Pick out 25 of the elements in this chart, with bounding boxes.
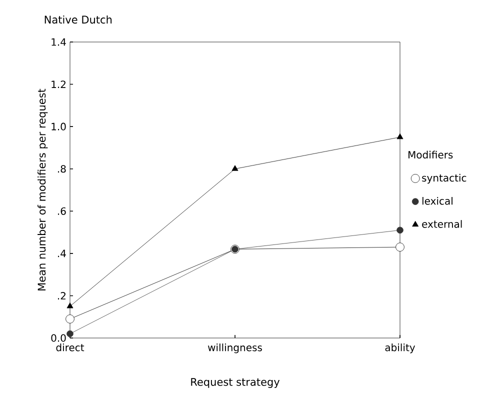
point <box>396 133 404 140</box>
legend-title: Modifiers <box>408 150 453 159</box>
legend-label: syntactic <box>422 174 466 184</box>
y-tick-label: .4 <box>58 250 66 258</box>
point <box>66 330 74 338</box>
x-tick-label: direct <box>56 344 84 352</box>
y-tick-label: .8 <box>58 165 66 173</box>
y-tick-label: .6 <box>58 207 66 215</box>
point <box>396 226 404 234</box>
y-tick-label: .2 <box>58 292 66 300</box>
x-tick-label: ability <box>385 344 416 354</box>
y-axis-title: Mean number of modifiers per request <box>38 88 48 290</box>
y-tick-label: 0.0 <box>51 334 66 342</box>
y-tick-label: 1.2 <box>52 80 66 88</box>
x-tick-label: willingness <box>208 344 262 354</box>
chart-title: Native Dutch <box>44 15 112 24</box>
legend-label: external <box>422 220 462 228</box>
legend-label: lexical <box>422 196 452 205</box>
y-tick-label: 1.0 <box>52 122 66 130</box>
x-axis-title: Request strategy <box>191 378 280 388</box>
point <box>232 165 238 171</box>
point <box>66 314 74 324</box>
point <box>396 242 404 252</box>
y-tick-label: 1.4 <box>52 38 66 46</box>
point <box>66 302 74 308</box>
